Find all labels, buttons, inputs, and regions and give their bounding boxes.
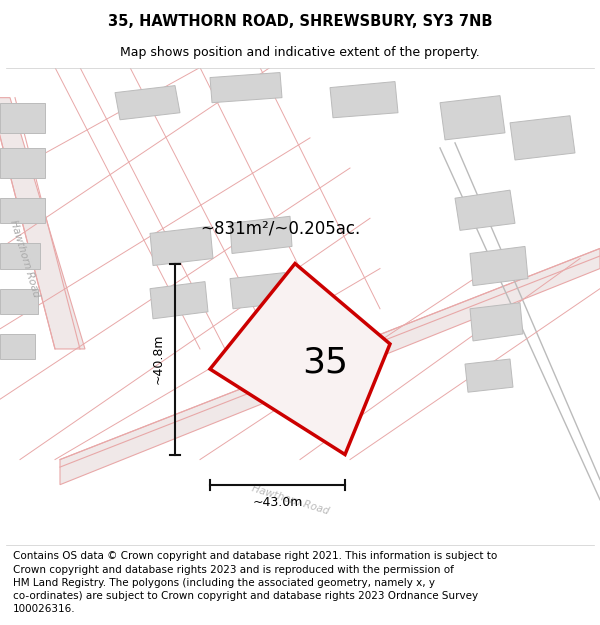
Text: Hawthorn Road: Hawthorn Road	[250, 483, 330, 516]
Polygon shape	[0, 102, 45, 133]
Polygon shape	[150, 226, 213, 266]
Polygon shape	[230, 216, 292, 254]
Polygon shape	[465, 359, 513, 392]
Polygon shape	[0, 198, 45, 223]
Polygon shape	[150, 282, 208, 319]
Text: ~43.0m: ~43.0m	[253, 496, 302, 509]
Polygon shape	[115, 86, 180, 120]
Text: ~831m²/~0.205ac.: ~831m²/~0.205ac.	[200, 219, 360, 238]
Polygon shape	[0, 148, 45, 178]
Polygon shape	[510, 116, 575, 160]
Polygon shape	[470, 246, 528, 286]
Polygon shape	[210, 72, 282, 102]
Polygon shape	[60, 249, 600, 484]
Polygon shape	[210, 264, 390, 454]
Text: 35: 35	[302, 346, 348, 380]
Text: ~40.8m: ~40.8m	[152, 334, 165, 384]
Polygon shape	[330, 82, 398, 118]
Polygon shape	[440, 96, 505, 140]
Polygon shape	[230, 272, 288, 309]
Text: 35, HAWTHORN ROAD, SHREWSBURY, SY3 7NB: 35, HAWTHORN ROAD, SHREWSBURY, SY3 7NB	[108, 14, 492, 29]
Polygon shape	[0, 334, 35, 359]
Polygon shape	[470, 302, 523, 341]
Text: Contains OS data © Crown copyright and database right 2021. This information is : Contains OS data © Crown copyright and d…	[13, 551, 497, 614]
Polygon shape	[0, 98, 85, 349]
Polygon shape	[0, 243, 40, 269]
Text: Map shows position and indicative extent of the property.: Map shows position and indicative extent…	[120, 46, 480, 59]
Polygon shape	[455, 190, 515, 231]
Polygon shape	[0, 289, 38, 314]
Text: Hawthorn Road: Hawthorn Road	[8, 219, 41, 299]
